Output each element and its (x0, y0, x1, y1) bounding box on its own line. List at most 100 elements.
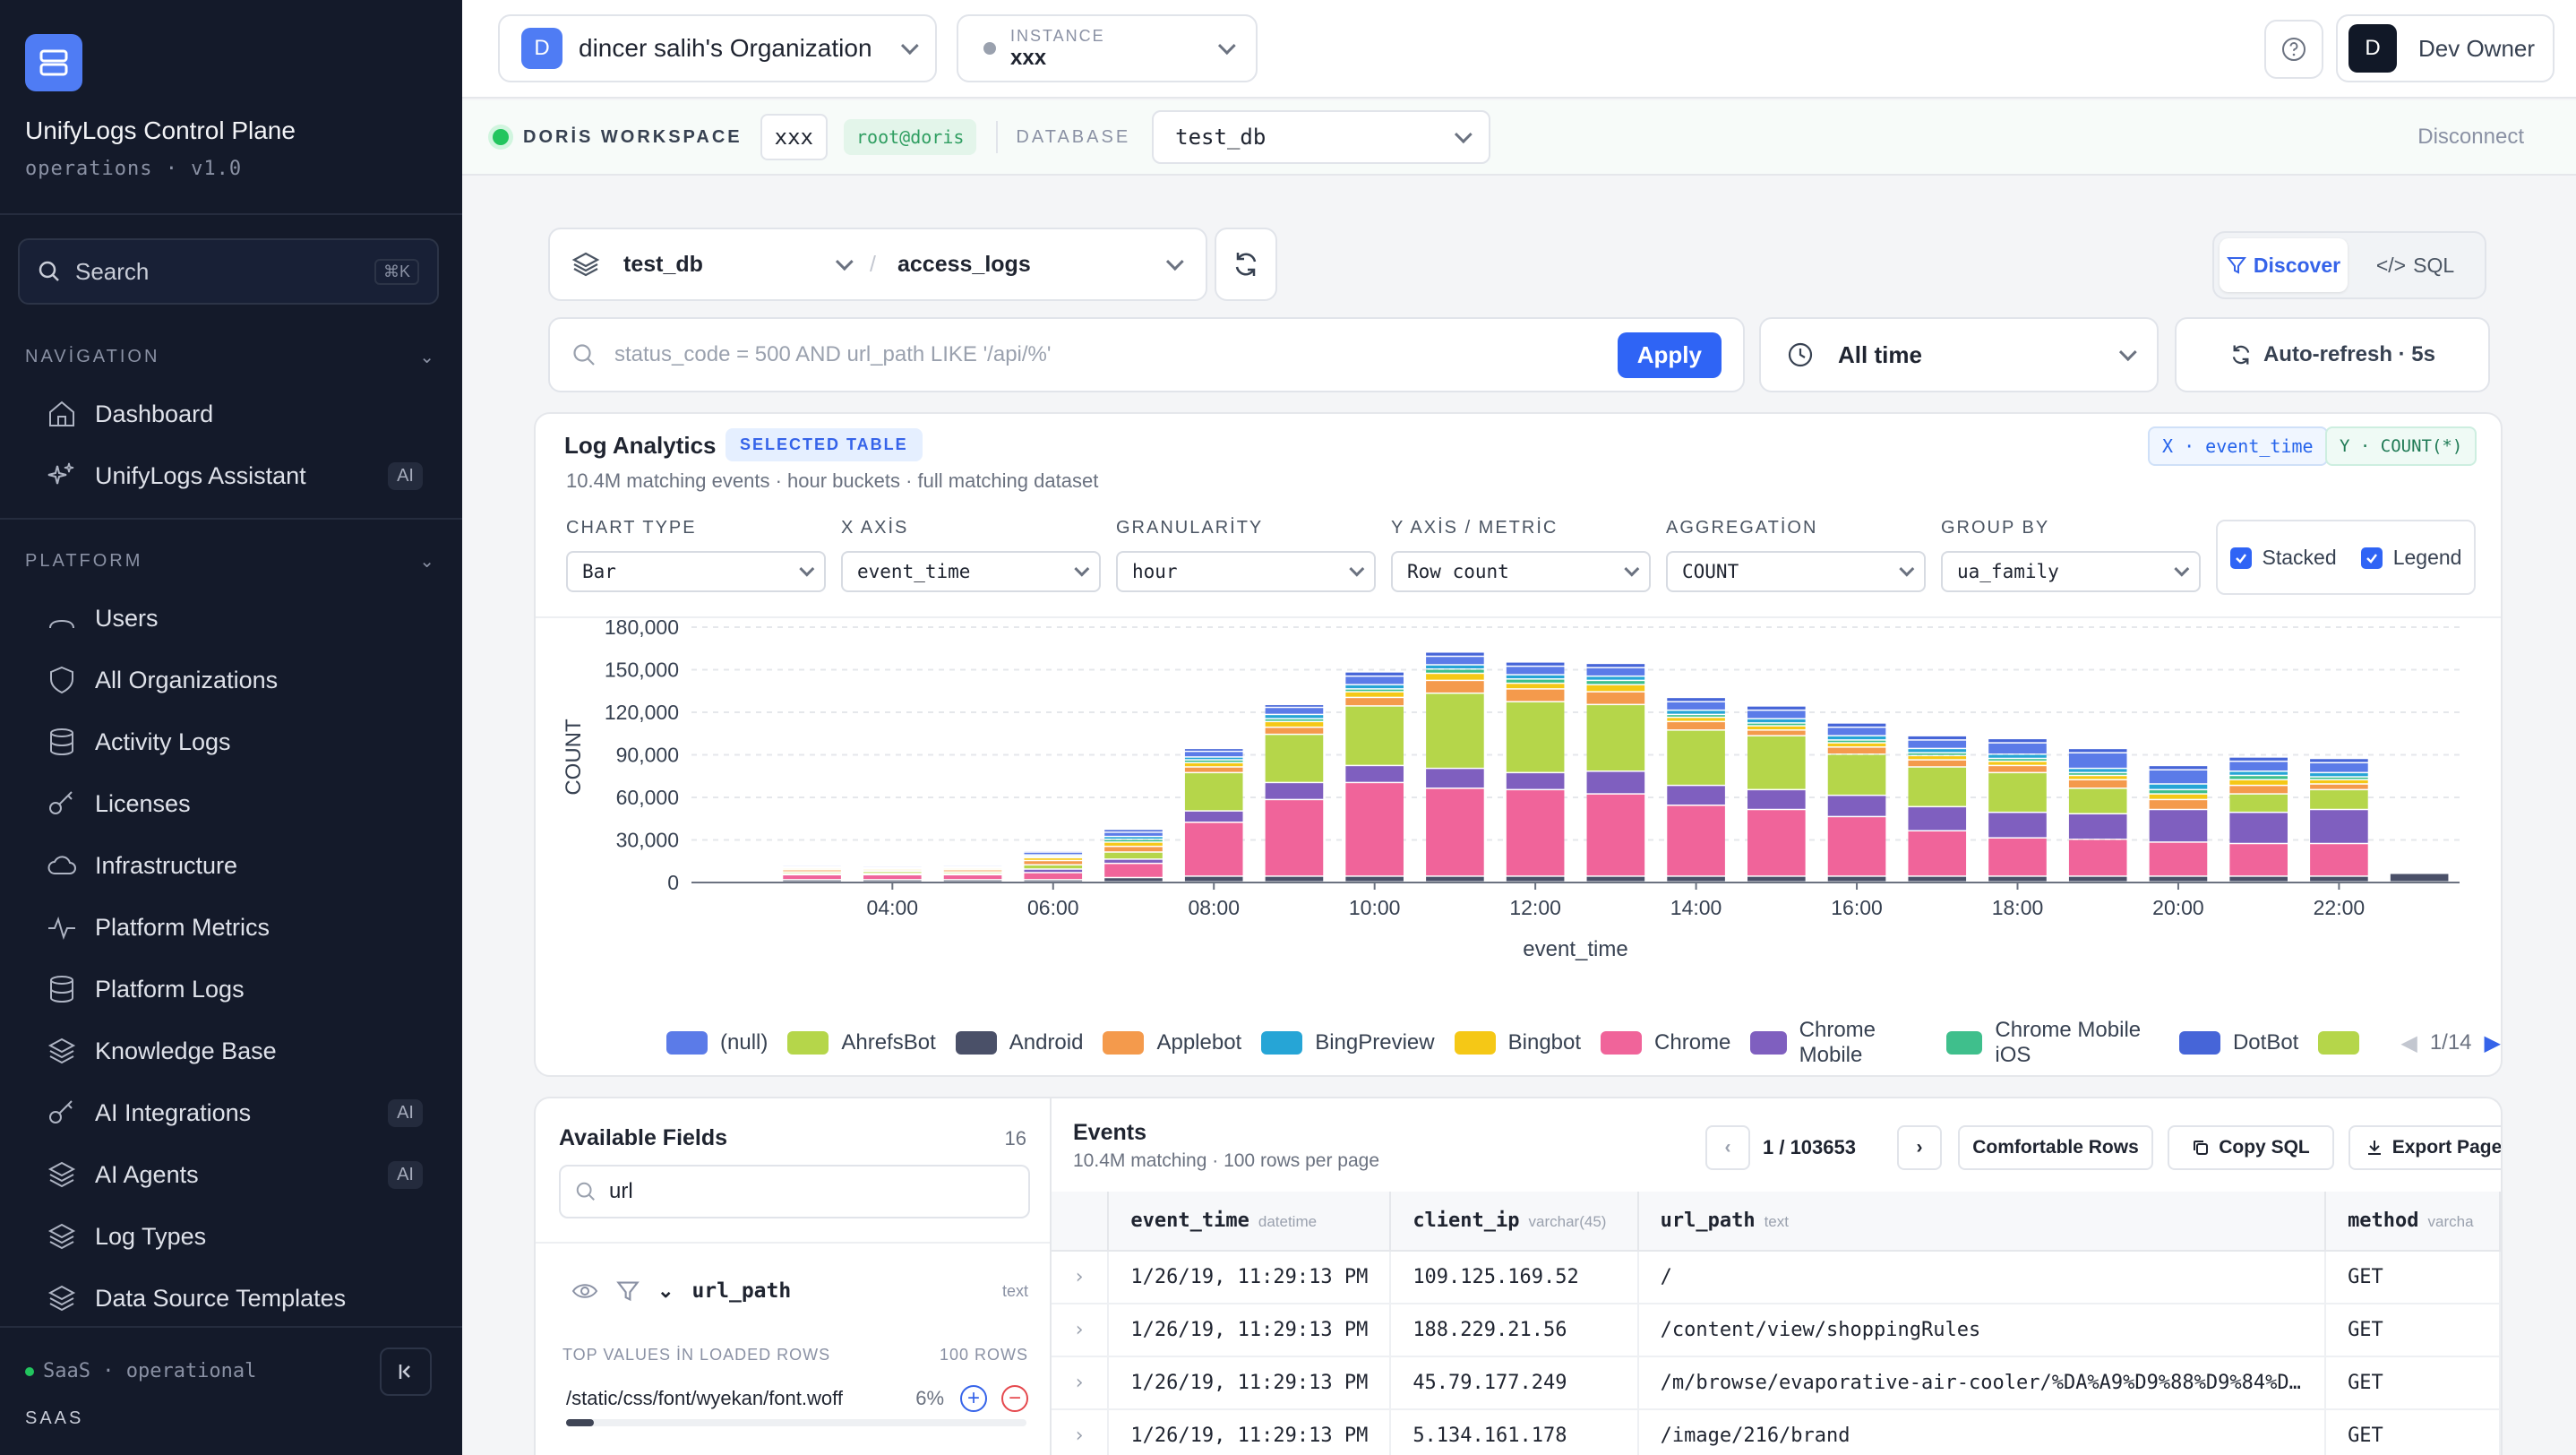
next-page-button[interactable]: › (1897, 1125, 1942, 1170)
collapse-sidebar-button[interactable] (380, 1347, 432, 1396)
table-row[interactable]: › 1/26/19, 11:29:13 PM 188.229.21.56/conte… (1052, 1304, 2501, 1357)
field-row-url-path[interactable]: ⌄ url_path text (571, 1279, 1028, 1303)
sql-tab[interactable]: </> SQL (2351, 238, 2479, 292)
legend-item[interactable]: Chrome Mobile (1750, 1018, 1927, 1068)
bar-segment (1265, 876, 1324, 882)
organization-selector[interactable]: D dincer salih's Organization (498, 14, 937, 82)
legend-item[interactable]: (null) (666, 1030, 768, 1055)
column-header-method[interactable]: method varcha (2325, 1192, 2501, 1252)
system-status: SaaS · operational (25, 1360, 256, 1382)
legend-item[interactable]: Chrome Mobile iOS (1946, 1018, 2160, 1068)
group-by-select[interactable]: ua_family (1941, 551, 2201, 592)
bar-segment (1908, 767, 1967, 806)
filter-input[interactable]: status_code = 500 AND url_path LIKE '/ap… (548, 317, 1745, 392)
legend-item[interactable]: Chrome (1601, 1030, 1730, 1055)
expand-row-icon[interactable]: › (1052, 1251, 1110, 1304)
column-header-event-time[interactable]: event_time datetime (1108, 1192, 1392, 1252)
database-select[interactable]: test_db (1152, 110, 1491, 164)
sidebar-item-ai-agents[interactable]: AI Agents AI (18, 1146, 439, 1203)
legend-toggle[interactable]: Legend (2360, 546, 2461, 570)
legend-item[interactable]: DotBot (2178, 1030, 2298, 1055)
bar-segment (1988, 766, 2047, 772)
legend-label: Chrome Mobile (1799, 1018, 1876, 1067)
field-search-input[interactable]: url (559, 1165, 1030, 1218)
table-row[interactable]: › 1/26/19, 11:29:13 PM 5.134.161.178/image… (1052, 1409, 2501, 1455)
sidebar-item-unifylogs-assistant[interactable]: UnifyLogs Assistant AI (18, 447, 439, 504)
table-row[interactable]: › 1/26/19, 11:29:13 PM 45.79.177.249/m/bro… (1052, 1356, 2501, 1410)
sidebar-item-all-organizations[interactable]: All Organizations (18, 651, 439, 709)
user-menu[interactable]: D Dev Owner (2336, 14, 2555, 82)
nav-section-toggle[interactable]: NAVİGATION ⌄ (25, 346, 437, 368)
sidebar-item-licenses[interactable]: Licenses (18, 775, 439, 832)
bar-segment (2310, 784, 2368, 789)
mode-switch: Discover </> SQL (2212, 231, 2486, 299)
chart-type-select[interactable]: Bar (566, 551, 826, 592)
stacked-toggle[interactable]: Stacked (2229, 546, 2337, 570)
chevron-left-icon: ‹ (1724, 1137, 1731, 1158)
expand-row-icon[interactable]: › (1052, 1356, 1110, 1410)
legend-item[interactable]: Bingbot (1454, 1030, 1581, 1055)
reload-button[interactable] (1215, 228, 1277, 301)
expand-row-icon[interactable]: › (1052, 1409, 1110, 1455)
ai-badge: AI (388, 1160, 423, 1189)
bar-segment (1184, 876, 1243, 882)
auto-refresh-button[interactable]: Auto-refresh · 5s (2175, 317, 2490, 392)
time-range-select[interactable]: All time (1759, 317, 2159, 392)
legend-next-icon[interactable]: ▶ (2484, 1030, 2501, 1055)
available-fields-panel: Available Fields 16 url ⌄ url_path text … (534, 1097, 1052, 1455)
apply-button[interactable]: Apply (1617, 331, 1722, 378)
legend-prev-icon[interactable]: ◀ (2400, 1030, 2417, 1055)
sidebar-item-dashboard[interactable]: Dashboard (18, 385, 439, 443)
sidebar-item-users[interactable]: Users (18, 590, 439, 647)
column-header-url-path[interactable]: url_path text (1637, 1192, 2327, 1252)
eye-icon[interactable] (571, 1281, 598, 1301)
granularity-select[interactable]: hour (1116, 551, 1376, 592)
sidebar-item-platform-metrics[interactable]: Platform Metrics (18, 899, 439, 956)
sidebar-item-data-source-templates[interactable]: Data Source Templates (18, 1270, 439, 1327)
comfortable-rows-button[interactable]: Comfortable Rows (1958, 1125, 2153, 1170)
sql-label: SQL (2413, 253, 2455, 277)
control-label: GRANULARİTY (1116, 518, 1264, 538)
table-selector[interactable]: test_db / access_logs (548, 228, 1207, 301)
stacked-bar-chart: 0 30,000 60,000 90,000 120,000 150,000 180,000… (562, 618, 2460, 961)
legend-item[interactable]: BingPreview (1261, 1030, 1435, 1055)
discover-tab[interactable]: Discover (2220, 238, 2348, 292)
sidebar-item-ai-integrations[interactable]: AI Integrations AI (18, 1084, 439, 1141)
sidebar-item-log-types[interactable]: Log Types (18, 1208, 439, 1265)
top-values-label: TOP VALUES İN LOADED ROWS (562, 1346, 831, 1364)
expand-row-icon[interactable]: › (1052, 1304, 1110, 1357)
y-axis-select[interactable]: Row count (1391, 551, 1651, 592)
sidebar-item-infrastructure[interactable]: Infrastructure (18, 837, 439, 894)
filter-exclude-icon[interactable]: − (1001, 1385, 1028, 1412)
filter-include-icon[interactable]: + (960, 1385, 987, 1412)
platform-section-toggle[interactable]: PLATFORM ⌄ (25, 550, 437, 573)
legend-item[interactable]: Applebot (1103, 1030, 1241, 1055)
table-cell: 1/26/19, 11:29:13 PM (1108, 1251, 1392, 1304)
legend-item[interactable] (2318, 1031, 2372, 1055)
bar-segment (1426, 674, 1484, 680)
bar-segment (2310, 773, 2368, 777)
bar-segment (2068, 876, 2127, 882)
bar-segment (2229, 762, 2288, 771)
disconnect-button[interactable]: Disconnect (2417, 125, 2524, 149)
legend-item[interactable]: AhrefsBot (787, 1030, 936, 1055)
y-tick-label: 60,000 (616, 786, 679, 809)
column-header-client-ip[interactable]: client_ip varchar(45) (1390, 1192, 1639, 1252)
export-page-button[interactable]: Export Page (2348, 1125, 2501, 1170)
chevron-down-icon (1899, 561, 1915, 577)
legend-item[interactable]: Android (955, 1030, 1083, 1055)
sidebar-search[interactable]: Search ⌘K (18, 238, 439, 305)
top-value-text: /static/css/font/wyekan/font.woff (566, 1387, 843, 1409)
copy-sql-button[interactable]: Copy SQL (2168, 1125, 2334, 1170)
sidebar-item-activity-logs[interactable]: Activity Logs (18, 713, 439, 771)
table-row[interactable]: › 1/26/19, 11:29:13 PM 109.125.169.52/GET (1052, 1251, 2501, 1304)
sidebar-item-knowledge-base[interactable]: Knowledge Base (18, 1022, 439, 1080)
help-button[interactable] (2264, 20, 2323, 79)
prev-page-button[interactable]: ‹ (1705, 1125, 1750, 1170)
x-axis-select[interactable]: event_time (841, 551, 1101, 592)
instance-selector[interactable]: INSTANCE xxx (957, 14, 1258, 82)
aggregation-select[interactable]: COUNT (1666, 551, 1926, 592)
sidebar-item-platform-logs[interactable]: Platform Logs (18, 960, 439, 1018)
filter-icon[interactable] (616, 1279, 640, 1303)
bar-segment (1586, 876, 1645, 882)
